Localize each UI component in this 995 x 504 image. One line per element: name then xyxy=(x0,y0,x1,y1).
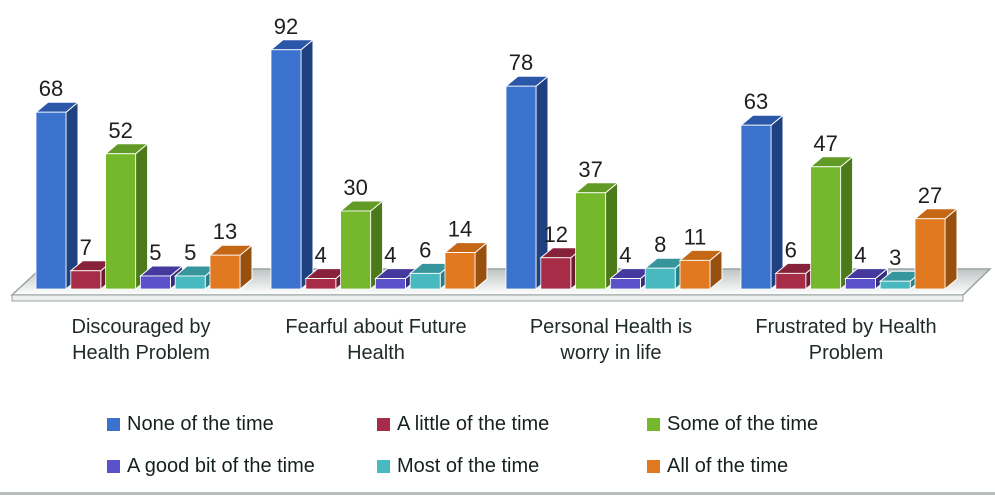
bar-some-of-the-time-frustrated-by-health-problem[interactable] xyxy=(809,155,854,291)
bar-all-of-the-time-frustrated-by-health-problem[interactable] xyxy=(913,207,959,291)
bar-some-of-the-time-discouraged-by-health-problem[interactable] xyxy=(104,142,149,291)
legend-color-swatch-icon xyxy=(377,418,390,431)
category-label-frustrated-by-health-problem: Frustrated by Health Problem xyxy=(755,316,937,364)
legend-item-label: A good bit of the time xyxy=(127,455,315,477)
legend-item-label: None of the time xyxy=(127,413,274,435)
bar-value-label: 4 xyxy=(854,243,866,268)
bar-value-label: 63 xyxy=(744,89,768,114)
bar-value-label: 30 xyxy=(343,175,367,200)
bar-value-label: 3 xyxy=(889,245,901,270)
bar-some-of-the-time-personal-health-is-worry-in-life[interactable] xyxy=(574,181,619,291)
bar-value-label: 4 xyxy=(315,243,327,268)
legend-item-label: Some of the time xyxy=(667,413,819,435)
bar-all-of-the-time-personal-health-is-worry-in-life[interactable] xyxy=(678,249,724,291)
bar-value-label: 4 xyxy=(619,243,631,268)
bar-value-label: 6 xyxy=(419,237,431,262)
bar-all-of-the-time-fearful-about-future-health[interactable] xyxy=(443,241,489,291)
legend-item-label: Most of the time xyxy=(397,455,540,477)
bar-value-label: 6 xyxy=(785,237,797,262)
page-bottom-border xyxy=(0,492,995,495)
legend-item-label: All of the time xyxy=(667,455,789,477)
bar-value-label: 37 xyxy=(578,157,602,182)
legend-item-all-of-the-time[interactable]: All of the time xyxy=(647,455,788,478)
bar-none-of-the-time-personal-health-is-worry-in-life[interactable] xyxy=(504,75,550,291)
bar-all-of-the-time-discouraged-by-health-problem[interactable] xyxy=(208,244,254,291)
bar-value-label: 68 xyxy=(39,76,63,101)
bar-value-label: 13 xyxy=(213,219,237,244)
legend-item-none-of-the-time[interactable]: None of the time xyxy=(107,413,274,436)
bar-value-label: 7 xyxy=(80,235,92,260)
legend-item-a-little-of-the-time[interactable]: A little of the time xyxy=(377,413,549,436)
bar-a-good-bit-of-the-time-personal-health-is-worry-in-life[interactable] xyxy=(609,267,654,291)
bar-most-of-the-time-discouraged-by-health-problem[interactable] xyxy=(173,264,219,291)
bar-none-of-the-time-fearful-about-future-health[interactable] xyxy=(269,38,315,291)
bar-none-of-the-time-frustrated-by-health-problem[interactable] xyxy=(739,114,785,291)
category-label-discouraged-by-health-problem: Discouraged by Health Problem xyxy=(71,316,211,364)
bar-value-label: 14 xyxy=(448,217,472,242)
chart-floor-front-edge xyxy=(11,294,964,302)
bar-value-label: 5 xyxy=(149,240,161,265)
bar-value-label: 8 xyxy=(654,232,666,257)
legend-color-swatch-icon xyxy=(107,460,120,473)
bar-value-label: 11 xyxy=(684,224,707,249)
bar-value-label: 92 xyxy=(274,14,298,39)
legend-item-some-of-the-time[interactable]: Some of the time xyxy=(647,413,818,436)
legend-color-swatch-icon xyxy=(107,418,120,431)
bar-value-label: 27 xyxy=(918,183,942,208)
legend-color-swatch-icon xyxy=(647,418,660,431)
legend-item-a-good-bit-of-the-time[interactable]: A good bit of the time xyxy=(107,455,315,478)
bar-value-label: 47 xyxy=(813,131,837,156)
bar-some-of-the-time-fearful-about-future-health[interactable] xyxy=(339,199,384,291)
bar-value-label: 78 xyxy=(509,50,533,75)
bar-none-of-the-time-discouraged-by-health-problem[interactable] xyxy=(34,101,80,291)
bar-value-label: 4 xyxy=(384,243,396,268)
legend-color-swatch-icon xyxy=(377,460,390,473)
bar-value-label: 52 xyxy=(108,118,132,143)
bar-a-good-bit-of-the-time-frustrated-by-health-problem[interactable] xyxy=(844,267,889,291)
category-label-fearful-about-future-health: Fearful about Future Health xyxy=(285,316,467,364)
legend-item-label: A little of the time xyxy=(397,413,550,435)
bar-value-label: 5 xyxy=(184,240,196,265)
bar-value-label: 12 xyxy=(544,222,568,247)
category-label-personal-health-is-worry-in-life: Personal Health is worry in life xyxy=(529,316,693,364)
legend-item-most-of-the-time[interactable]: Most of the time xyxy=(377,455,539,478)
legend-color-swatch-icon xyxy=(647,460,660,473)
